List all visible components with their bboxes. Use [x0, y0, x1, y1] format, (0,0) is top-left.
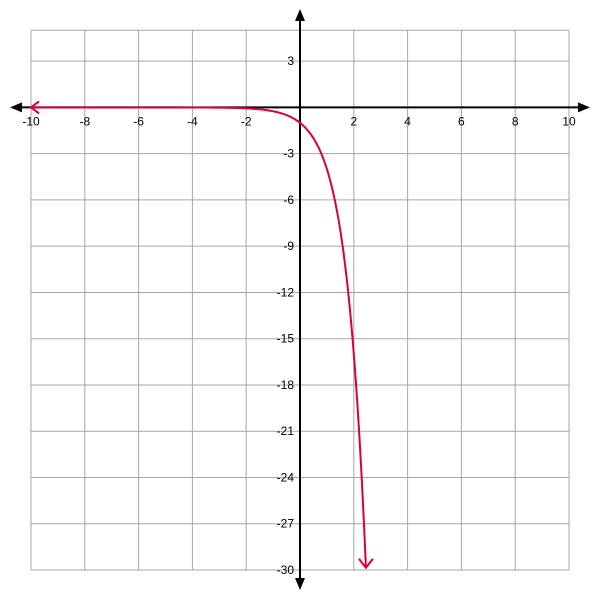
x-axis-left-arrow-icon: [10, 102, 22, 113]
y-tick-label: -12: [277, 285, 295, 299]
curve-left-arrow-icon: [29, 100, 40, 115]
x-tick-label: 6: [458, 114, 465, 128]
axes: [10, 9, 590, 590]
x-tick-label: -6: [133, 114, 144, 128]
x-tick-labels: -10 -8 -6 -4 -2 2 4 6 8 10: [22, 114, 576, 128]
y-tick-labels: 3 -3 -6 -9 -12 -15 -18 -21 -24 -27 -30: [277, 54, 295, 577]
y-tick-label: 3: [287, 54, 294, 68]
curve-bottom-arrow-icon: [358, 558, 374, 570]
x-tick-label: -4: [187, 114, 198, 128]
y-tick-label: -21: [277, 424, 295, 438]
x-tick-label: -10: [22, 114, 40, 128]
x-tick-label: -8: [79, 114, 90, 128]
x-tick-label: 10: [562, 114, 576, 128]
x-tick-label: 8: [512, 114, 519, 128]
y-tick-label: -27: [277, 517, 295, 531]
y-tick-label: -24: [277, 470, 295, 484]
y-tick-label: -3: [283, 147, 294, 161]
y-tick-label: -9: [283, 239, 294, 253]
x-tick-label: -2: [241, 114, 252, 128]
curves: [29, 100, 374, 570]
y-axis-down-arrow-icon: [295, 578, 305, 590]
curve-line: [31, 106, 367, 568]
y-tick-label: -18: [277, 378, 295, 392]
x-tick-label: 4: [404, 114, 411, 128]
x-tick-label: 2: [350, 114, 357, 128]
y-tick-label: -15: [277, 332, 295, 346]
x-axis-right-arrow-icon: [578, 102, 590, 113]
y-tick-label: -30: [277, 563, 295, 577]
y-axis-up-arrow-icon: [295, 9, 305, 21]
y-tick-label: -6: [283, 193, 294, 207]
